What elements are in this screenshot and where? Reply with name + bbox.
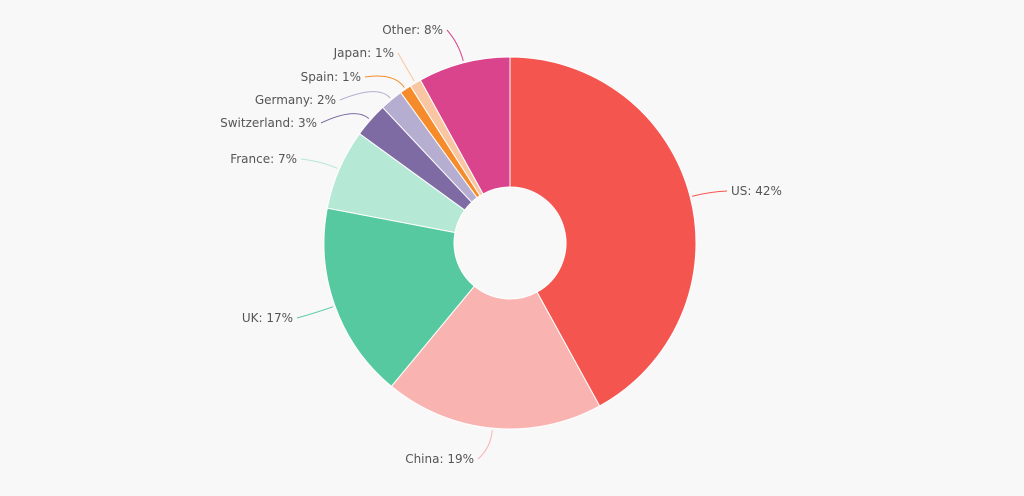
label-uk: UK: 17% xyxy=(242,311,293,325)
leader-line-spain xyxy=(364,75,405,88)
leader-line-uk xyxy=(296,306,334,319)
label-switzerland: Switzerland: 3% xyxy=(220,116,317,130)
label-us: US: 42% xyxy=(731,184,782,198)
leader-line-france xyxy=(300,158,338,169)
leader-line-switzerland xyxy=(320,113,370,124)
leader-line-us xyxy=(691,190,728,197)
leader-line-other xyxy=(446,29,464,62)
slice-other[interactable] xyxy=(419,56,511,195)
leader-line-germany xyxy=(339,91,391,101)
label-france: France: 7% xyxy=(230,152,297,166)
chart-slices xyxy=(323,56,697,430)
chart-labels: US: 42% China: 19% UK: 17% France: 7% Switze… xyxy=(220,23,782,466)
slice-china[interactable] xyxy=(390,285,601,430)
label-japan: Japan: 1% xyxy=(333,46,394,60)
leader-line-japan xyxy=(397,52,415,82)
slice-uk[interactable] xyxy=(323,207,476,388)
label-china: China: 19% xyxy=(405,452,474,466)
label-germany: Germany: 2% xyxy=(255,93,336,107)
leader-line-china xyxy=(477,430,493,460)
slice-us[interactable] xyxy=(509,56,697,407)
label-spain: Spain: 1% xyxy=(301,70,361,84)
label-other: Other: 8% xyxy=(382,23,443,37)
